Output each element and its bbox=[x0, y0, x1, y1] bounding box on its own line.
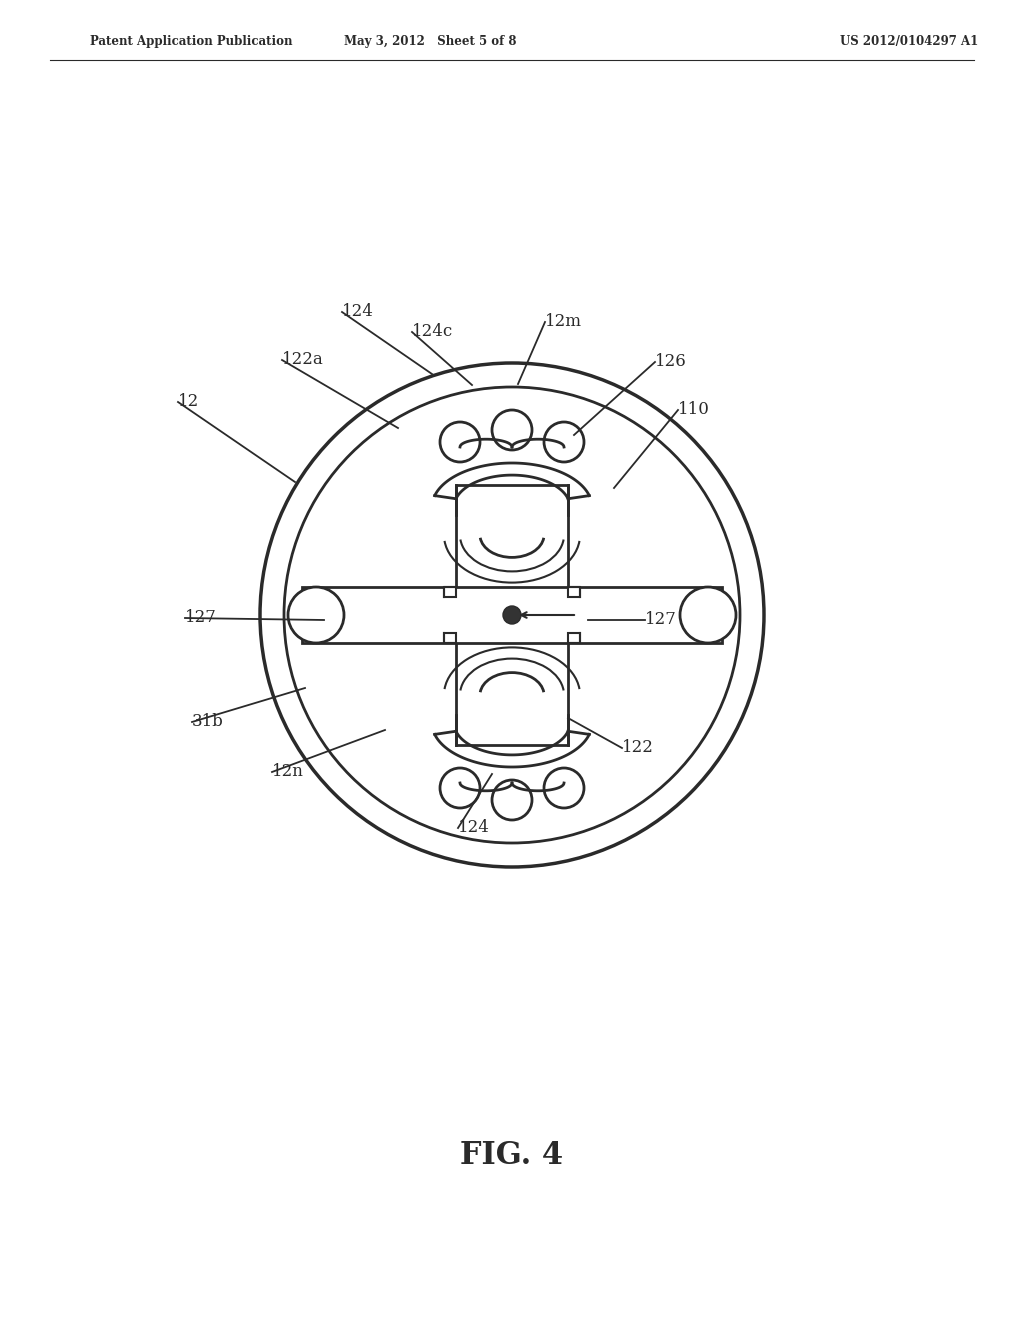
Text: 12: 12 bbox=[178, 393, 200, 411]
Text: 31b: 31b bbox=[193, 714, 224, 730]
Bar bbox=[568, 634, 580, 643]
Text: 124: 124 bbox=[458, 820, 489, 837]
Text: 124c: 124c bbox=[412, 323, 454, 341]
Text: 127: 127 bbox=[185, 610, 217, 627]
Text: May 3, 2012   Sheet 5 of 8: May 3, 2012 Sheet 5 of 8 bbox=[344, 36, 516, 49]
Circle shape bbox=[544, 768, 584, 808]
Circle shape bbox=[680, 587, 736, 643]
Circle shape bbox=[503, 606, 521, 624]
Text: 122a: 122a bbox=[282, 351, 324, 368]
Text: FIG. 4: FIG. 4 bbox=[461, 1139, 563, 1171]
Text: 12m: 12m bbox=[545, 314, 582, 330]
Text: 124: 124 bbox=[342, 304, 374, 321]
Circle shape bbox=[492, 411, 532, 450]
Bar bbox=[456, 484, 568, 744]
Text: 122: 122 bbox=[622, 739, 654, 756]
Circle shape bbox=[492, 780, 532, 820]
Text: Patent Application Publication: Patent Application Publication bbox=[90, 36, 293, 49]
Bar bbox=[568, 587, 580, 597]
Bar bbox=[302, 587, 722, 643]
Circle shape bbox=[440, 768, 480, 808]
Text: 12n: 12n bbox=[272, 763, 304, 780]
Circle shape bbox=[288, 587, 344, 643]
Circle shape bbox=[544, 422, 584, 462]
Text: US 2012/0104297 A1: US 2012/0104297 A1 bbox=[840, 36, 978, 49]
Text: 126: 126 bbox=[655, 354, 687, 371]
Bar bbox=[444, 634, 456, 643]
Bar bbox=[444, 587, 456, 597]
Text: 127: 127 bbox=[645, 611, 677, 628]
Text: 110: 110 bbox=[678, 401, 710, 418]
Circle shape bbox=[440, 422, 480, 462]
